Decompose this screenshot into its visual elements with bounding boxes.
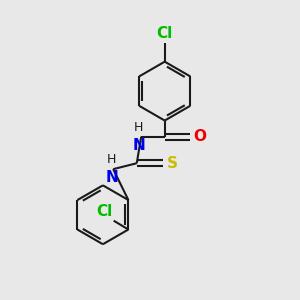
Text: Cl: Cl — [96, 204, 112, 219]
Text: Cl: Cl — [157, 26, 173, 41]
Text: H: H — [107, 153, 116, 166]
Text: O: O — [194, 129, 207, 144]
Text: N: N — [105, 170, 118, 185]
Text: S: S — [167, 156, 178, 171]
Text: N: N — [132, 138, 145, 153]
Text: H: H — [134, 121, 143, 134]
